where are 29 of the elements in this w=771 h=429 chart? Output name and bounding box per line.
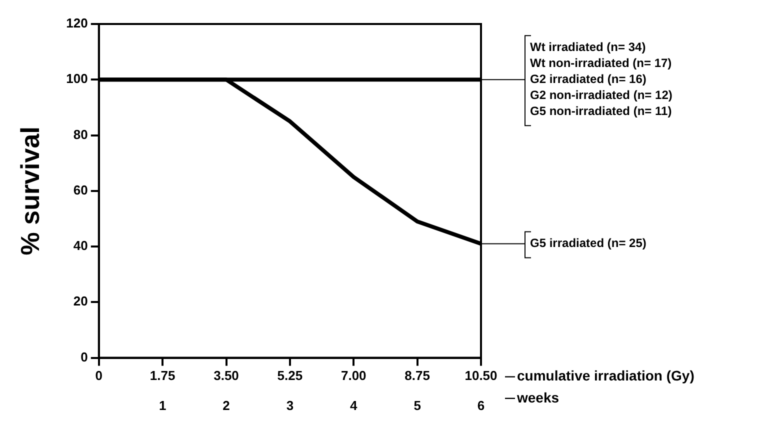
text: G5 non-irradiated (n= 11) (530, 104, 672, 118)
y-tick-label: 60 (73, 182, 88, 198)
x-tick-label: 0 (95, 368, 103, 384)
y-tick-label: 40 (73, 238, 88, 254)
x-tick-label: 10.50 (464, 368, 498, 384)
legend-label: G5 irradiated (n= 25) (530, 236, 646, 250)
x-tick-label: 8.75 (404, 368, 430, 384)
x-tick-label: 5.25 (277, 368, 303, 384)
y-tick-label: 80 (73, 126, 88, 142)
x2-tick-label: 5 (414, 398, 421, 413)
x2-tick-label: 4 (350, 398, 358, 413)
y-tick-label: 0 (80, 349, 88, 364)
text: G2 irradiated (n= 16) (530, 72, 646, 86)
x-tick-label: 3.50 (214, 368, 239, 384)
x-tick-label: 7.00 (340, 368, 366, 384)
x2-tick-label: 6 (477, 398, 485, 413)
text: Wt non-irradiated (n= 17) (530, 56, 672, 70)
y-tick-label: 20 (73, 294, 88, 309)
x2-tick-label: 3 (286, 398, 294, 413)
y-tick-label: 100 (66, 71, 88, 86)
text: Wt irradiated (n= 34) (530, 40, 646, 54)
x2-axis-title: weeks (516, 389, 560, 406)
text: G2 non-irradiated (n= 12) (530, 88, 672, 102)
x2-tick-label: 1 (158, 398, 166, 413)
x-tick-label: 1.75 (150, 368, 176, 384)
y-tick-label: 120 (66, 16, 88, 31)
x-axis-title: cumulative irradiation (Gy) (517, 368, 694, 384)
x2-tick-label: 2 (222, 398, 230, 413)
y-axis-title: % survival (14, 126, 45, 256)
